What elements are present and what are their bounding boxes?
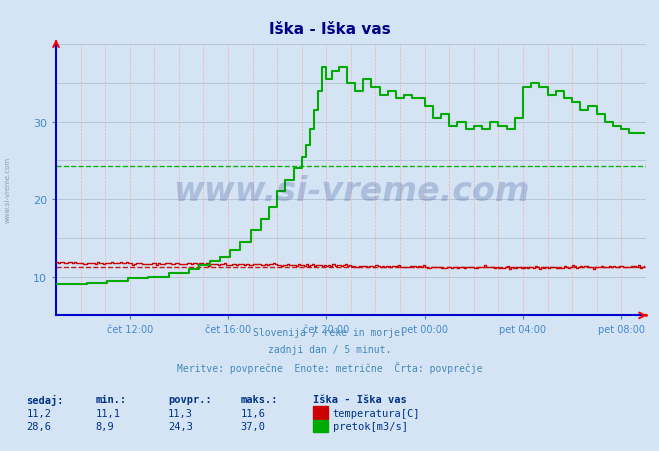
Text: www.si-vreme.com: www.si-vreme.com <box>5 156 11 222</box>
Text: sedaj:: sedaj: <box>26 394 64 405</box>
Text: zadnji dan / 5 minut.: zadnji dan / 5 minut. <box>268 344 391 354</box>
Text: www.si-vreme.com: www.si-vreme.com <box>173 175 529 208</box>
Text: Iška - Iška vas: Iška - Iška vas <box>269 22 390 37</box>
Text: 8,9: 8,9 <box>96 421 114 431</box>
Text: 37,0: 37,0 <box>241 421 266 431</box>
Text: Slovenija / reke in morje.: Slovenija / reke in morje. <box>253 327 406 337</box>
Text: 24,3: 24,3 <box>168 421 193 431</box>
Text: pretok[m3/s]: pretok[m3/s] <box>333 421 408 431</box>
Text: Iška - Iška vas: Iška - Iška vas <box>313 394 407 404</box>
Text: 11,6: 11,6 <box>241 408 266 418</box>
Text: 11,1: 11,1 <box>96 408 121 418</box>
Text: 28,6: 28,6 <box>26 421 51 431</box>
Text: 11,2: 11,2 <box>26 408 51 418</box>
Text: maks.:: maks.: <box>241 394 278 404</box>
Text: 11,3: 11,3 <box>168 408 193 418</box>
Text: temperatura[C]: temperatura[C] <box>333 408 420 418</box>
Text: Meritve: povprečne  Enote: metrične  Črta: povprečje: Meritve: povprečne Enote: metrične Črta:… <box>177 361 482 373</box>
Text: povpr.:: povpr.: <box>168 394 212 404</box>
Text: min.:: min.: <box>96 394 127 404</box>
